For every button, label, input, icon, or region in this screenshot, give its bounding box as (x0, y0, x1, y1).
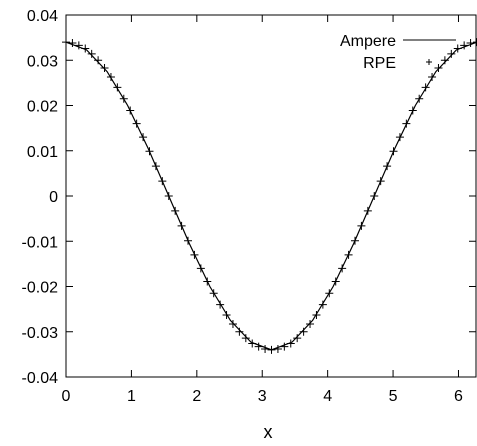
rpe-point (460, 41, 469, 50)
rpe-point (350, 236, 359, 245)
rpe-point (158, 177, 167, 186)
rpe-point (293, 334, 302, 343)
rpe-point (261, 344, 270, 353)
rpe-point (389, 147, 398, 156)
rpe-point (184, 236, 193, 245)
x-tick-label: 2 (192, 388, 201, 405)
rpe-point (190, 250, 199, 259)
rpe-point (395, 133, 404, 142)
rpe-point (235, 327, 244, 336)
rpe-point (306, 320, 315, 329)
marker-layer (62, 38, 477, 354)
rpe-point (106, 72, 115, 81)
rpe-point (171, 206, 180, 215)
x-tick-label: 6 (454, 388, 463, 405)
rpe-point (363, 206, 372, 215)
x-tick-label: 1 (127, 388, 136, 405)
rpe-point (338, 264, 347, 273)
rpe-point (273, 344, 282, 353)
rpe-point (254, 342, 263, 351)
plot-frame (65, 14, 477, 378)
y-tick-label: 0.04 (27, 8, 58, 25)
rpe-point (344, 250, 353, 259)
rpe-point (383, 162, 392, 171)
rpe-point (241, 334, 250, 343)
rpe-point (440, 56, 449, 65)
legend-marker-rpe (426, 59, 432, 65)
rpe-point (447, 49, 456, 58)
rpe-point (376, 177, 385, 186)
rpe-point (466, 39, 475, 48)
legend: Ampere RPE (340, 33, 456, 72)
rpe-point (357, 221, 366, 230)
rpe-point (81, 44, 90, 53)
x-axis-label: x (264, 422, 273, 442)
rpe-point (113, 83, 122, 92)
rpe-point (473, 38, 477, 47)
rpe-point (286, 339, 295, 348)
curve-layer (65, 41, 477, 351)
rpe-point (402, 119, 411, 128)
rpe-point (428, 72, 437, 81)
rpe-point (177, 221, 186, 230)
rpe-point (299, 327, 308, 336)
rpe-point (325, 289, 334, 298)
rpe-point (74, 41, 83, 50)
rpe-point (318, 300, 327, 309)
axis-layer: -0.04 -0.03 -0.02 -0.01 0 0.01 0.02 0.03 0.04 0 1 2… (22, 8, 477, 405)
rpe-point (145, 147, 154, 156)
rpe-point (196, 264, 205, 273)
legend-plus-marker (426, 59, 432, 65)
rpe-point (68, 39, 77, 48)
rpe-point (126, 106, 135, 115)
rpe-point (280, 342, 289, 351)
x-tick-label: 4 (323, 388, 332, 405)
rpe-point (370, 192, 379, 200)
rpe-point (139, 133, 148, 142)
y-tick-label: -0.03 (22, 325, 59, 342)
rpe-point (216, 300, 225, 309)
rpe-point (100, 63, 109, 72)
y-tick-label: -0.04 (22, 370, 59, 387)
y-tick-label: 0.01 (27, 144, 58, 161)
rpe-point (415, 94, 424, 103)
rpe-point (421, 83, 430, 92)
rpe-point (267, 345, 276, 354)
x-tick-label: 3 (258, 388, 267, 405)
y-tick-label: -0.01 (22, 234, 59, 251)
rpe-point (94, 56, 103, 65)
legend-label-ampere: Ampere (340, 33, 396, 50)
rpe-point (453, 44, 462, 53)
rpe-point (408, 106, 417, 115)
rpe-point (209, 289, 218, 298)
y-tick-label: 0.02 (27, 99, 58, 116)
y-tick-label: -0.02 (22, 280, 59, 297)
rpe-point (312, 311, 321, 320)
rpe-point (331, 277, 340, 286)
rpe-point (87, 49, 96, 58)
legend-label-rpe: RPE (363, 55, 396, 72)
rpe-point (434, 63, 443, 72)
rpe-point (164, 192, 173, 200)
rpe-point (203, 277, 212, 286)
rpe-point (119, 94, 128, 103)
x-tick-label: 0 (62, 388, 71, 405)
rpe-point (132, 119, 141, 128)
y-tick-label: 0 (49, 189, 58, 206)
y-tick-label: 0.03 (27, 53, 58, 70)
rpe-point (248, 339, 257, 348)
rpe-point (222, 311, 231, 320)
rpe-point (151, 162, 160, 171)
x-tick-label: 5 (389, 388, 398, 405)
rpe-point (228, 320, 237, 329)
series-line-ampere (65, 41, 477, 351)
